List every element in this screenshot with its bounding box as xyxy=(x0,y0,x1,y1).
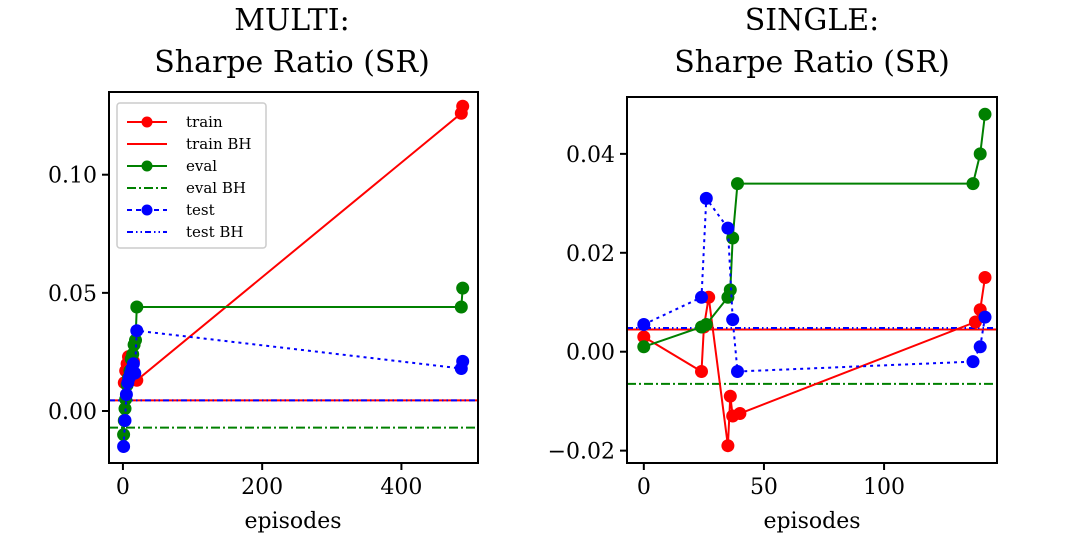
plot-area-multi xyxy=(109,99,478,453)
data-point-train xyxy=(637,330,651,344)
data-point-train xyxy=(968,315,982,329)
x-tick-label: 200 xyxy=(241,475,283,500)
data-point-train xyxy=(733,407,747,420)
data-point-eval xyxy=(978,107,992,121)
y-tick-label: −0.02 xyxy=(548,440,615,465)
legend-entry-test-bh: test BH xyxy=(127,223,244,241)
data-point-test xyxy=(726,313,740,327)
legend-entry-train: train xyxy=(127,113,223,131)
data-point-test xyxy=(128,366,142,380)
chart-title: SINGLE: xyxy=(745,3,880,38)
legend-label: train BH xyxy=(186,135,251,153)
data-point-eval xyxy=(454,300,468,314)
data-point-test xyxy=(966,355,980,369)
x-axis-label: episodes xyxy=(763,509,860,534)
legend-entry-test: test xyxy=(127,201,215,219)
legend: train train BH eval eval BH test xyxy=(116,102,267,249)
chart-subtitle: Sharpe Ratio (SR) xyxy=(154,45,430,80)
legend-label: eval BH xyxy=(186,179,246,197)
y-tick-label: 0.00 xyxy=(566,341,615,366)
x-tick-label: 0 xyxy=(116,475,130,500)
chart-title: MULTI: xyxy=(234,3,349,38)
y-tick-label: 0.10 xyxy=(48,164,97,189)
legend-entry-eval-bh: eval BH xyxy=(127,179,246,197)
series-line-eval xyxy=(643,114,986,348)
legend-label: train xyxy=(186,113,223,131)
data-point-eval xyxy=(973,147,987,161)
legend-marker xyxy=(141,204,153,216)
data-point-test xyxy=(637,318,651,331)
data-point-eval xyxy=(637,340,651,354)
panel-single: SINGLE: Sharpe Ratio (SR) 0 50 100 −0.02 0.0… xyxy=(548,3,998,534)
data-point-eval xyxy=(731,177,744,191)
x-tick-label: 0 xyxy=(637,475,651,500)
data-point-test xyxy=(721,221,735,235)
data-point-eval xyxy=(456,281,470,295)
data-point-train xyxy=(456,99,470,113)
x-tick-label: 50 xyxy=(750,475,778,500)
legend-entry-train-bh: train BH xyxy=(127,135,251,153)
data-point-test xyxy=(119,388,133,401)
data-point-test xyxy=(456,354,470,368)
data-point-test xyxy=(130,324,144,338)
data-point-test xyxy=(118,414,132,427)
legend-entry-eval: eval xyxy=(127,157,217,175)
legend-box xyxy=(116,102,267,249)
data-point-test xyxy=(695,290,708,304)
x-axis-label: episodes xyxy=(244,509,341,534)
data-point-test xyxy=(699,191,713,205)
series-line-eval xyxy=(122,288,464,435)
y-tick-label: 0.00 xyxy=(48,400,97,425)
legend-label: test BH xyxy=(186,223,244,241)
series-line-train xyxy=(643,277,986,446)
series-line-test xyxy=(643,195,986,373)
legend-label: eval xyxy=(186,157,217,175)
data-point-test xyxy=(973,340,987,354)
panel-multi: MULTI: Sharpe Ratio (SR) 0 200 400 0.00 0.05… xyxy=(48,3,479,534)
plot-area-single xyxy=(627,107,997,453)
y-tick-label: 0.02 xyxy=(566,242,615,267)
data-point-eval xyxy=(130,300,144,314)
data-point-train xyxy=(695,365,708,378)
data-point-eval xyxy=(966,177,980,191)
data-point-test xyxy=(978,310,992,324)
data-point-train xyxy=(978,271,992,284)
legend-label: test xyxy=(186,201,215,219)
plot-frame xyxy=(108,91,479,464)
y-tick-label: 0.05 xyxy=(48,282,97,307)
data-point-train xyxy=(721,439,735,453)
data-point-eval xyxy=(699,318,713,331)
data-point-test xyxy=(117,440,131,453)
legend-marker xyxy=(141,160,153,172)
series-line-test xyxy=(122,329,464,447)
data-point-eval xyxy=(126,347,140,361)
legend-marker xyxy=(141,116,153,128)
plot-frame xyxy=(626,96,998,464)
x-tick-label: 400 xyxy=(380,475,422,500)
data-point-train xyxy=(723,389,737,403)
data-point-test xyxy=(731,365,744,378)
y-tick-label: 0.04 xyxy=(566,143,615,168)
chart-subtitle: Sharpe Ratio (SR) xyxy=(674,45,950,80)
x-tick-label: 100 xyxy=(863,475,905,500)
data-point-eval xyxy=(117,428,131,442)
